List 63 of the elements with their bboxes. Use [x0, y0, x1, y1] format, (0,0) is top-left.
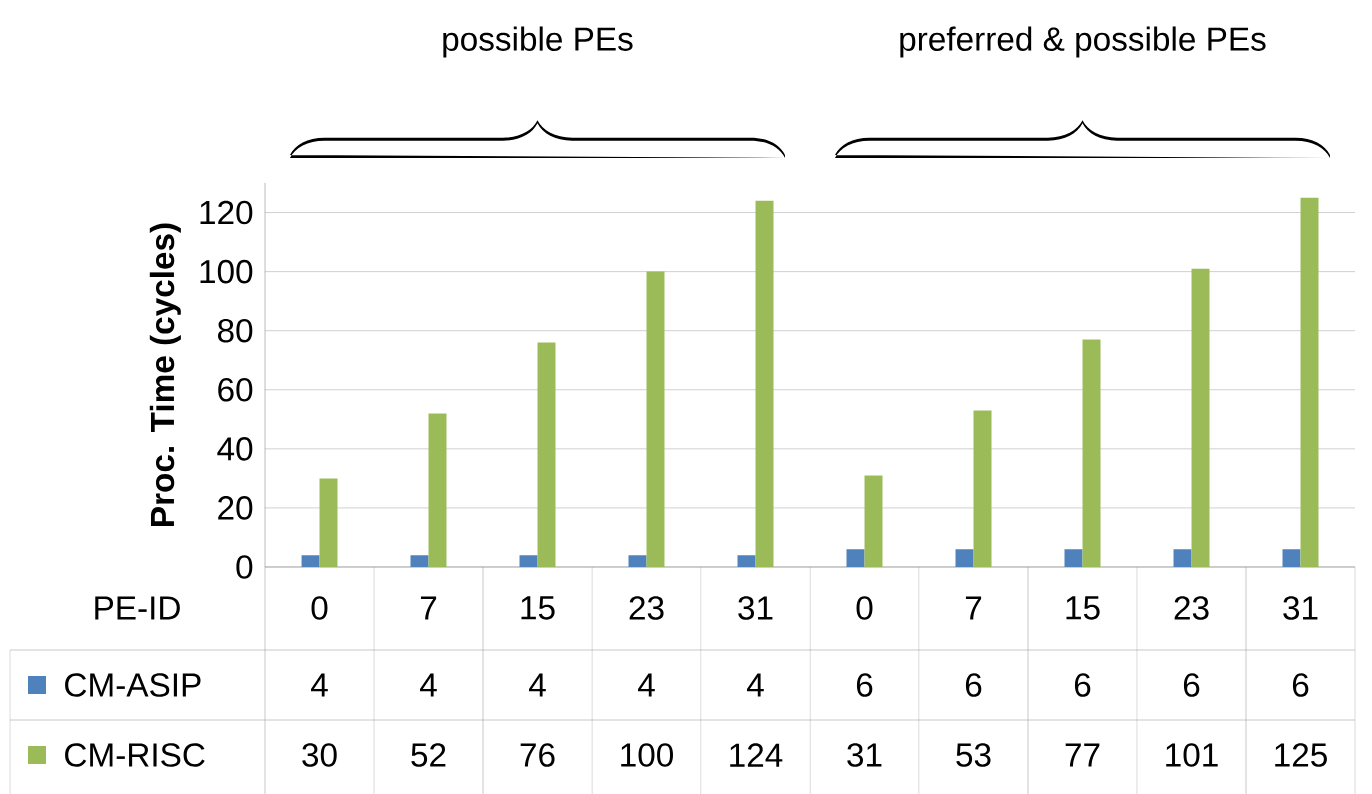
- bar: [519, 555, 538, 567]
- text: preferred & possible PEs: [900, 26, 1266, 58]
- bar: [301, 555, 320, 567]
- data-label: 6: [1292, 673, 1309, 697]
- x-tick-label: 15: [1066, 596, 1100, 620]
- data-label: 6: [965, 673, 982, 697]
- data-label: 52: [411, 743, 446, 767]
- bar: [1173, 549, 1192, 567]
- bar: [1064, 549, 1083, 567]
- bar: [628, 555, 647, 567]
- data-label: 100: [621, 743, 673, 767]
- data-label: 6: [1074, 673, 1091, 697]
- data-label: 30: [302, 743, 337, 767]
- bar: [1282, 549, 1301, 567]
- x-tick-label: 31: [738, 596, 773, 620]
- data-label: 6: [856, 673, 873, 697]
- bar: [737, 555, 756, 567]
- data-label: 101: [1166, 743, 1218, 767]
- y-tick-label: 40: [217, 437, 253, 461]
- bar: [864, 475, 883, 567]
- legend-label: CM-ASIP: [65, 673, 201, 697]
- text: possible PEs: [443, 26, 633, 58]
- data-label: 53: [956, 743, 991, 767]
- x-tick-label: 15: [521, 596, 555, 620]
- y-tick-label: 0: [236, 555, 253, 579]
- y-tick-label: 80: [217, 318, 253, 343]
- x-tick-label: 0: [311, 596, 328, 620]
- bar: [1082, 339, 1101, 567]
- data-label: 4: [420, 673, 437, 697]
- data-label: 76: [520, 743, 555, 767]
- bar: [646, 271, 665, 567]
- bar: [1191, 268, 1210, 567]
- x-tick-label: 23: [629, 596, 664, 620]
- bar: [537, 342, 556, 567]
- data-label: 31: [847, 743, 882, 767]
- legend-label: CM-RISC: [65, 743, 205, 767]
- y-tick-label: 100: [200, 259, 253, 284]
- data-label: 6: [1183, 673, 1200, 697]
- y-tick-label: 20: [218, 496, 253, 520]
- x-axis-title: PE-ID: [95, 596, 180, 620]
- data-label: 124: [730, 743, 783, 767]
- bar: [846, 549, 865, 567]
- x-tick-label: 0: [856, 596, 873, 620]
- x-tick-label: 31: [1283, 596, 1318, 620]
- data-label: 4: [638, 673, 655, 697]
- bar: [1300, 197, 1319, 567]
- y-axis-title: Proc. Time (cycles): [149, 223, 181, 526]
- data-label: 4: [529, 673, 546, 697]
- bar: [319, 478, 338, 567]
- bar: [428, 413, 447, 567]
- bar: [955, 549, 974, 567]
- y-tick-label: 120: [200, 200, 253, 225]
- x-tick-label: 7: [965, 596, 982, 620]
- x-tick-label: 7: [420, 596, 437, 620]
- y-tick-label: 60: [218, 377, 253, 402]
- data-label: 77: [1065, 743, 1100, 767]
- bar: [755, 200, 774, 567]
- bar: [410, 555, 429, 567]
- data-label: 125: [1275, 743, 1327, 767]
- x-tick-label: 23: [1174, 596, 1209, 620]
- bar: [973, 410, 992, 567]
- data-label: 4: [311, 673, 328, 697]
- data-label: 4: [747, 673, 764, 697]
